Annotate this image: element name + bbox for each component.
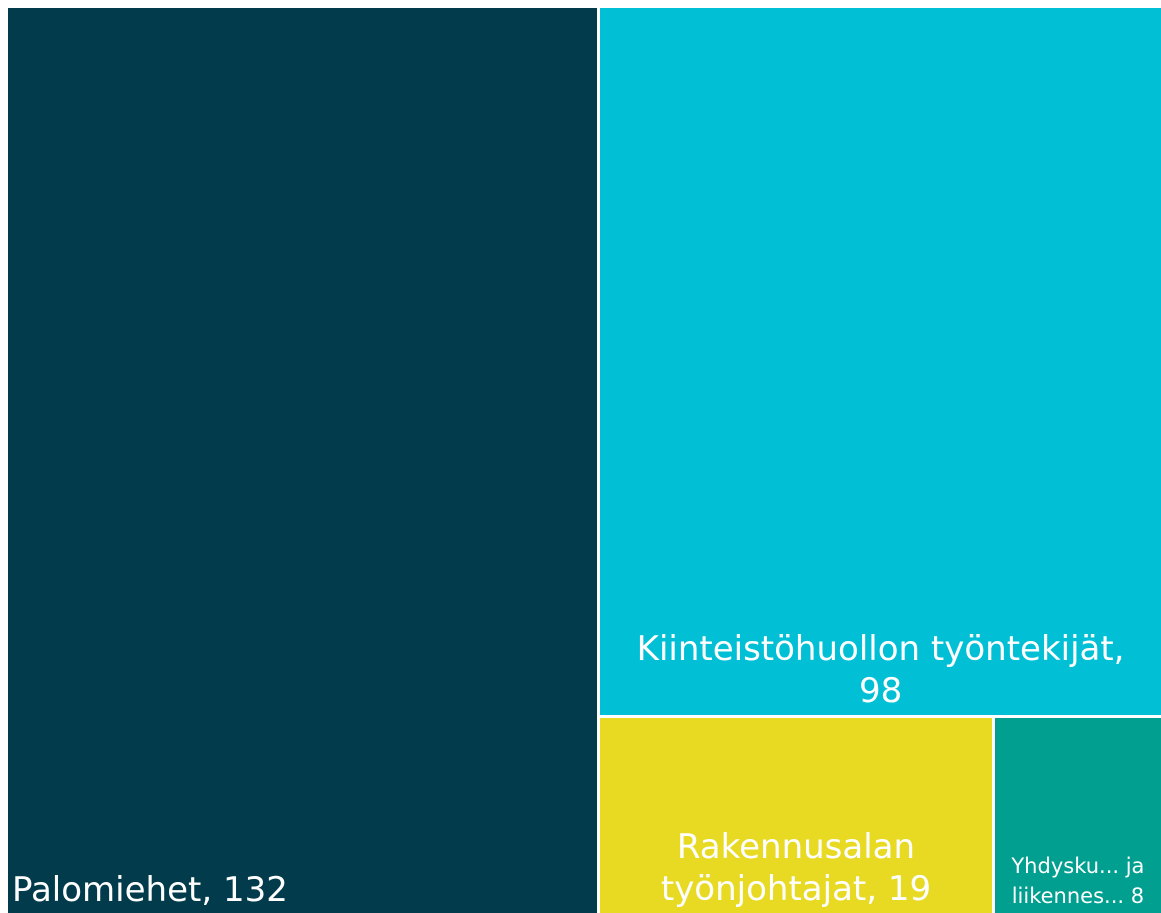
tile: Yhdysku... ja liikennes... 8 (994, 717, 1161, 913)
tile: Kiinteistöhuollon työntekijät, 98 (600, 8, 1161, 715)
tile: Rakennusalan työnjohtajat, 19 (600, 717, 992, 913)
tile-label: Kiinteistöhuollon työntekijät, 98 (636, 628, 1125, 712)
tile-label: Yhdysku... ja liikennes... 8 (1011, 854, 1145, 908)
tile: Palomiehet, 132 (8, 8, 598, 913)
tile-label: Rakennusalan työnjohtajat, 19 (660, 826, 932, 910)
tile-label: Palomiehet, 132 (12, 869, 288, 910)
